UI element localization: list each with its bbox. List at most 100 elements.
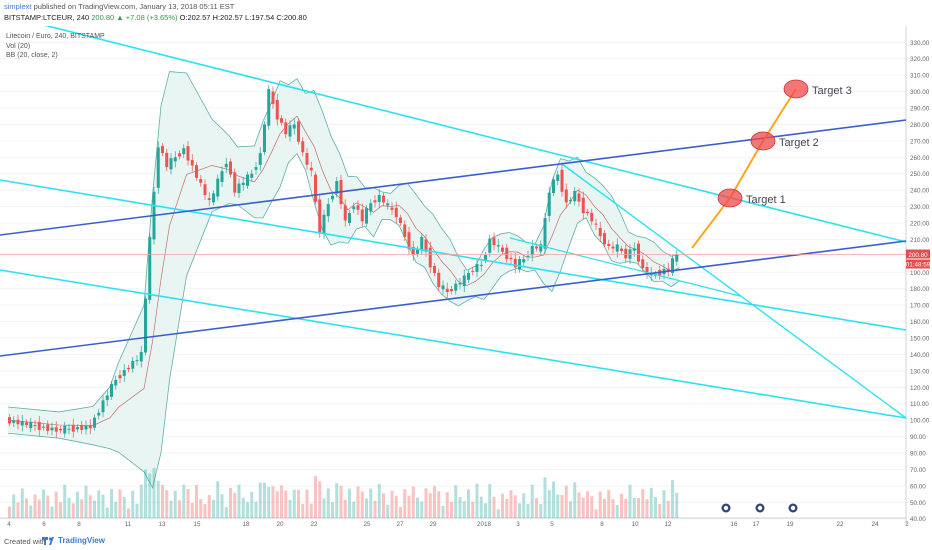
target-label: Target 3 (812, 85, 852, 97)
candle (203, 184, 207, 196)
candle (518, 259, 521, 270)
volume-bar (662, 490, 666, 518)
candle (458, 282, 462, 285)
price-tick-label: 280.00 (910, 122, 930, 129)
candle (522, 259, 526, 263)
candle (471, 270, 475, 272)
last-price-value: 200.80 (908, 252, 928, 259)
volume-bar (526, 503, 530, 518)
volume-bar (233, 492, 237, 518)
falling-wedge-line (561, 163, 907, 419)
candle (29, 421, 33, 429)
candle (195, 165, 198, 178)
volume-bar (50, 506, 54, 518)
volume-bar (403, 489, 407, 518)
volume-bar (309, 503, 313, 518)
channel-upper-line (44, 26, 907, 243)
volume-bar (420, 501, 424, 518)
price-tick-label: 220.00 (910, 220, 930, 227)
tradingview-brand[interactable]: TradingView (58, 536, 105, 545)
volume-bar (539, 504, 543, 518)
volume-bar (505, 498, 509, 518)
candle (564, 189, 568, 203)
candle (467, 273, 470, 280)
candle (394, 207, 398, 218)
volume-bar (335, 483, 339, 518)
author-link[interactable]: simplext (4, 2, 32, 11)
volume-bar (97, 490, 101, 518)
candle (581, 197, 585, 214)
volume-bar (195, 485, 198, 518)
volume-bar (437, 491, 441, 518)
candle (229, 161, 232, 175)
candle (450, 289, 453, 292)
volume-bar (637, 498, 640, 518)
time-tick-label: 8 (600, 521, 604, 528)
candle (20, 420, 24, 426)
candle (386, 203, 390, 206)
candle (250, 173, 254, 178)
candle (173, 157, 177, 162)
volume-bar (105, 507, 109, 518)
price-change: 200.80 ▲ +7.08 (+3.65%) (91, 13, 178, 22)
price-tick-label: 210.00 (910, 237, 930, 244)
price-tick-label: 250.00 (910, 171, 930, 178)
candle (382, 195, 385, 203)
candle (594, 223, 598, 225)
candle (624, 248, 628, 259)
bollinger-fill (8, 71, 680, 488)
candle (144, 298, 147, 353)
time-tick-label: 8 (77, 521, 81, 528)
volume-bar (25, 498, 28, 518)
volume-bar (173, 490, 177, 518)
volume-bar (441, 505, 445, 518)
volume-bar (399, 507, 402, 518)
volume-bar (71, 503, 75, 518)
price-tick-label: 120.00 (910, 385, 930, 392)
candle (505, 247, 509, 260)
candle (666, 268, 670, 271)
candle (331, 195, 334, 200)
volume-bar (326, 488, 330, 518)
candle (80, 424, 84, 430)
candle (182, 148, 186, 155)
volume-bar (535, 498, 538, 518)
time-tick-label: 24 (871, 521, 879, 528)
candle (186, 146, 190, 161)
candle (535, 246, 538, 249)
volume-bar (513, 495, 517, 518)
volume-bar (530, 484, 534, 518)
volume-bar (305, 489, 309, 518)
candle (267, 89, 271, 126)
volume-bar (382, 493, 385, 518)
volume-bar (207, 495, 211, 518)
candle (590, 212, 594, 222)
candle (280, 118, 283, 123)
time-tick-label: 6 (42, 521, 46, 528)
time-tick-label: 4 (7, 521, 11, 528)
candle (615, 244, 619, 252)
price-tick-label: 320.00 (910, 56, 930, 63)
candle (305, 152, 309, 165)
volume-bar (509, 490, 513, 518)
blue-support-line (0, 240, 907, 357)
chart-header: simplext published on TradingView.com, J… (0, 0, 932, 26)
volume-bar (424, 488, 428, 518)
volume-bar (131, 490, 135, 518)
volume-bar (284, 490, 288, 518)
volume-bar (611, 499, 615, 518)
price-tick-label: 50.00 (910, 500, 926, 507)
time-tick-label: 18 (242, 521, 250, 528)
candle (560, 169, 564, 192)
candle (84, 425, 88, 430)
volume-bar (267, 486, 271, 518)
volume-bar (297, 489, 300, 518)
price-chart[interactable]: 40.00 50.00 60.00 70.00 80.00 90.00 100.00 110.… (0, 26, 932, 532)
target-projection-line (691, 88, 797, 249)
candle (671, 258, 674, 273)
volume-bar (339, 485, 343, 518)
volume-bar (93, 500, 96, 518)
volume-bar (46, 495, 50, 518)
volume-bar (229, 487, 232, 518)
candle (254, 167, 258, 170)
